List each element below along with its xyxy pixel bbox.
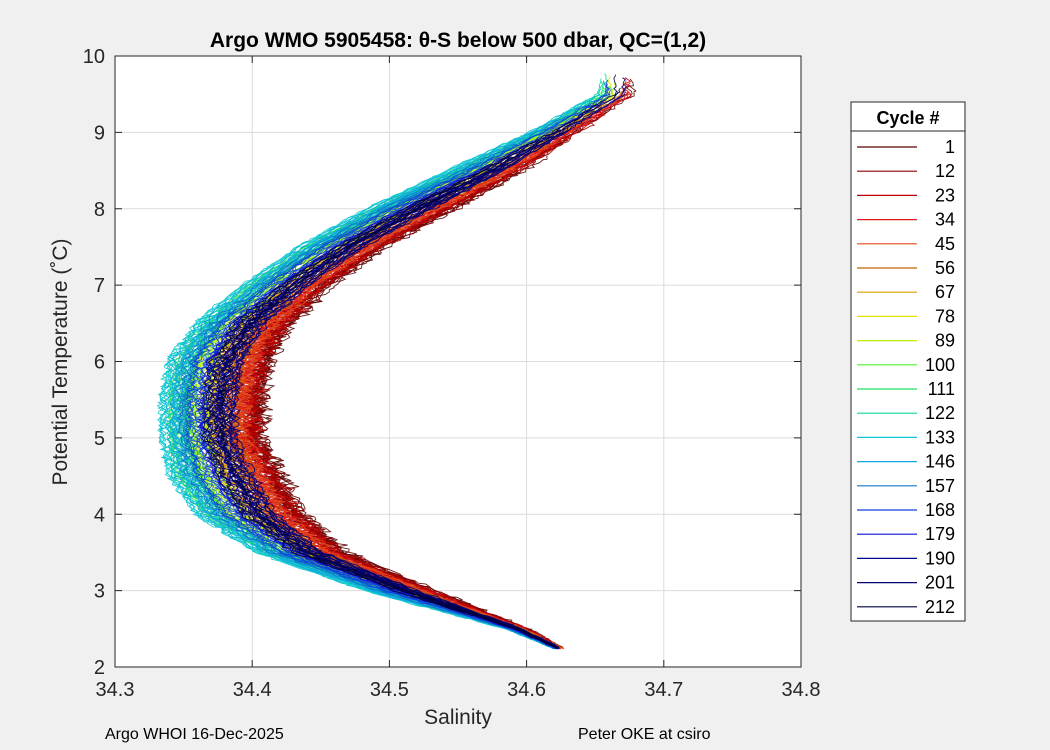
profile-line <box>168 179 554 648</box>
legend-label: 122 <box>925 403 955 423</box>
x-tick-label: 34.7 <box>644 679 683 701</box>
legend-label: 133 <box>925 427 955 447</box>
x-tick-label: 34.8 <box>782 679 821 701</box>
profile-curves <box>156 73 637 650</box>
y-tick-label: 10 <box>83 46 105 68</box>
legend-label: 45 <box>935 234 955 254</box>
legend-label: 67 <box>935 282 955 302</box>
y-tick-label: 6 <box>94 352 105 374</box>
legend-label: 100 <box>925 355 955 375</box>
profile-line <box>201 138 559 650</box>
profile-line <box>223 147 558 649</box>
footer-left: Argo WHOI 16-Dec-2025 <box>105 726 284 743</box>
profile-line <box>213 87 621 649</box>
chart-title: Argo WMO 5905458: θ-S below 500 dbar, QC… <box>210 29 706 52</box>
x-tick-label: 34.3 <box>96 679 135 701</box>
y-tick-label: 2 <box>94 657 105 679</box>
legend-label: 78 <box>935 306 955 326</box>
y-tick-label: 5 <box>94 428 105 450</box>
legend-label: 168 <box>925 500 955 520</box>
profile-line <box>162 85 602 650</box>
legend-label: 111 <box>928 379 955 399</box>
x-tick-label: 34.4 <box>233 679 272 701</box>
y-tick-label: 8 <box>94 199 105 221</box>
legend-label: 12 <box>935 161 955 181</box>
legend-label: 23 <box>935 185 955 205</box>
legend-title: Cycle # <box>876 108 939 128</box>
legend-label: 212 <box>925 597 955 617</box>
profile-line <box>210 129 562 648</box>
legend-label: 190 <box>925 548 955 568</box>
profile-line <box>217 180 560 648</box>
y-tick-label: 9 <box>94 122 105 144</box>
legend-label: 146 <box>925 452 955 472</box>
y-tick-label: 4 <box>94 504 105 526</box>
axis-ticks: 34.3 34.4 34.5 34.6 34.7 34.8 2 3 4 5 6 7 8 9 10 <box>83 46 821 701</box>
profile-line <box>184 79 610 649</box>
legend-label: 34 <box>935 210 955 230</box>
legend-label: 1 <box>945 137 955 157</box>
x-axis-label: Salinity <box>424 706 492 729</box>
legend-label: 157 <box>925 476 955 496</box>
profile-line <box>223 160 558 649</box>
legend-label: 201 <box>925 573 955 593</box>
legend-label: 89 <box>935 331 955 351</box>
legend: Cycle # 1 12 23 34 45 56 67 78 89 100 111 122 133 146 1… <box>850 101 966 622</box>
profile-line <box>231 184 559 650</box>
footer-right: Peter OKE at csiro <box>578 726 711 743</box>
y-axis-label: Potential Temperature (˚C) <box>49 238 72 485</box>
profile-line <box>158 100 586 650</box>
x-tick-label: 34.5 <box>370 679 409 701</box>
profile-line <box>244 132 577 649</box>
y-tick-label: 3 <box>94 581 105 603</box>
profile-line <box>235 143 564 649</box>
legend-label: 56 <box>935 258 955 278</box>
legend-label: 179 <box>925 524 955 544</box>
profile-line <box>176 146 556 649</box>
y-tick-label: 7 <box>94 275 105 297</box>
profile-line <box>194 179 556 650</box>
x-tick-label: 34.6 <box>507 679 546 701</box>
profile-line <box>205 157 557 648</box>
